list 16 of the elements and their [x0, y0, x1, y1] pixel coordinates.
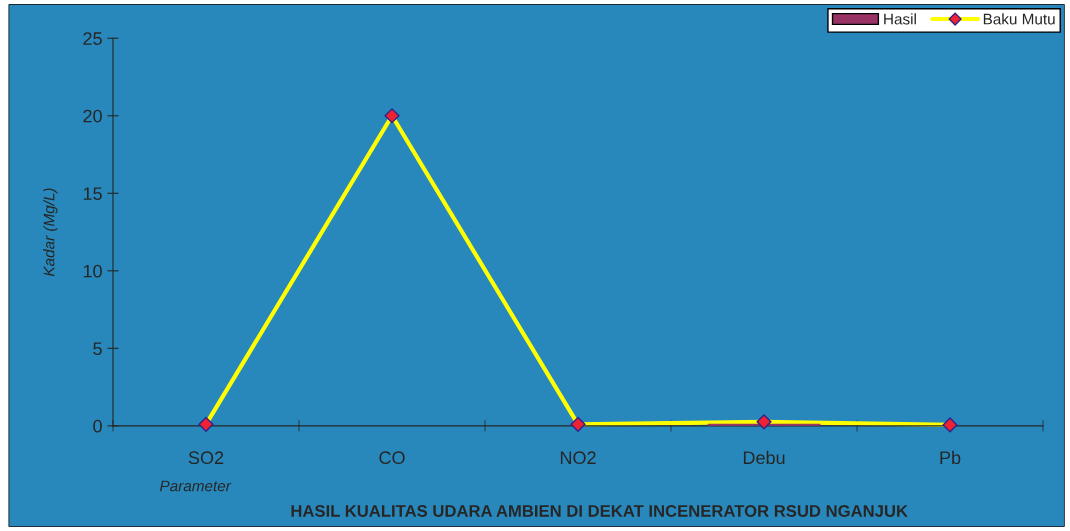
x-axis-title: Parameter — [159, 480, 232, 492]
y-tick-label: 10 — [83, 264, 102, 278]
text: HASIL KUALITAS UDARA AMBIEN DI DEKAT INCENERATOR RSUD NGANJUK — [291, 505, 908, 517]
y-tick-label: 25 — [83, 32, 102, 45]
x-tick-label: CO — [379, 451, 405, 465]
y-tick-label: 20 — [83, 109, 102, 123]
x-tick-label: Debu — [743, 450, 785, 465]
x-tick-label: NO2 — [560, 451, 596, 465]
legend-label: Hasil — [884, 13, 916, 25]
x-tick-label: SO2 — [188, 451, 224, 465]
legend-label: Baku Mutu — [983, 13, 1055, 25]
y-tick-label: 15 — [83, 187, 102, 200]
y-tick-label: 5 — [93, 342, 102, 356]
y-tick-label: 0 — [93, 419, 102, 433]
x-tick-label: Pb — [940, 450, 961, 465]
y-axis-title: Kadar (Mg/L) — [43, 188, 58, 277]
